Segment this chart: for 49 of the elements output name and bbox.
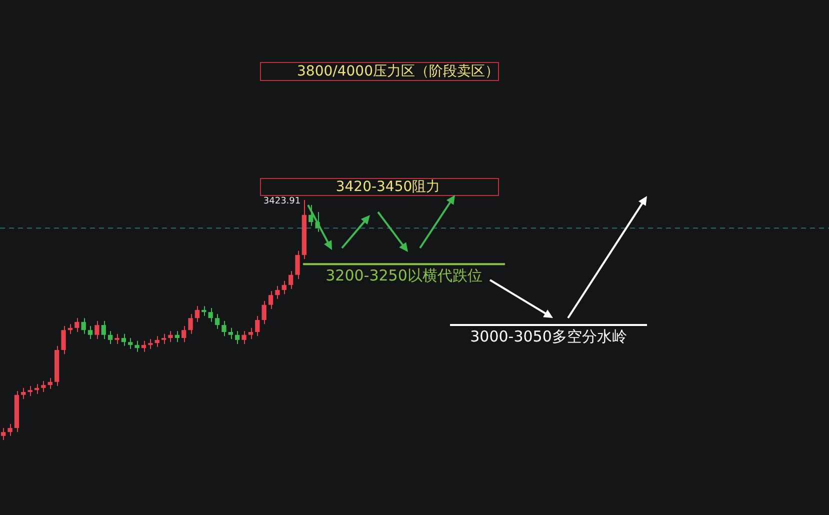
candlestick (61, 326, 66, 355)
ref-line-label: 3200-3250以横代跌位 (326, 266, 482, 284)
candlestick (74, 318, 80, 332)
candlestick (248, 327, 254, 340)
candlestick (161, 333, 166, 344)
candlestick (1, 428, 6, 440)
candlestick (94, 320, 100, 340)
candlestick (202, 306, 206, 316)
ref-line-label: 3000-3050多空分水岭 (470, 327, 627, 346)
candlestick (134, 340, 140, 352)
candlestick (214, 314, 220, 330)
candlestick (275, 285, 280, 300)
candlestick (242, 330, 246, 344)
candlestick (21, 387, 26, 400)
candlestick (182, 326, 186, 343)
candlestick (308, 204, 314, 226)
candlestick (141, 340, 146, 352)
candlestick (295, 250, 300, 280)
candlestick (234, 330, 240, 344)
candlestick (154, 336, 160, 348)
candlestick (8, 423, 12, 436)
candlestick (255, 315, 260, 337)
candlestick (34, 384, 40, 394)
candlestick (88, 326, 93, 340)
candlestick (81, 318, 86, 334)
candlestick (222, 320, 226, 337)
candlestick (114, 333, 120, 344)
candlestick (208, 308, 213, 322)
candlestick (194, 306, 200, 322)
candlestick (228, 327, 233, 340)
candlestick (268, 290, 274, 310)
candlestick (48, 378, 52, 390)
candlestick (262, 300, 266, 325)
candlestick (28, 386, 32, 397)
candlestick (41, 380, 46, 392)
candlestick (188, 314, 193, 334)
candlestick (168, 330, 173, 343)
candlestick (148, 338, 153, 350)
candlestick (101, 320, 106, 340)
candlestick (108, 330, 113, 344)
candlestick (128, 338, 133, 350)
candlestick (282, 280, 286, 295)
candlestick (174, 330, 180, 343)
text: 3420-3450阻力 (336, 179, 440, 196)
candlestick (121, 333, 126, 346)
text: 3800/4000压力区（阶段卖区） (297, 64, 499, 80)
annotation: 3423.91 (263, 196, 301, 206)
candlestick (288, 270, 294, 290)
candlestick (68, 324, 73, 334)
